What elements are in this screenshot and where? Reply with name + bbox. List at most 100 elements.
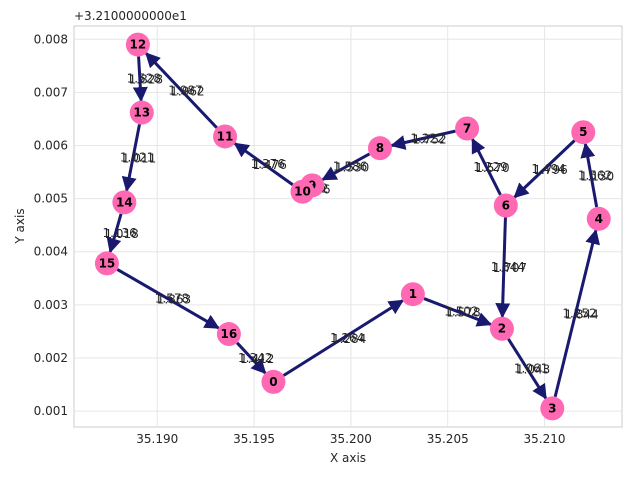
y-axis-label: Y axis bbox=[13, 208, 27, 244]
edge-weight-label: 1.502 bbox=[444, 304, 478, 318]
node-4 bbox=[586, 206, 611, 231]
edge-weight-label: 1.530 bbox=[335, 161, 369, 175]
edge-weight-label: 1.284 bbox=[332, 332, 366, 346]
y-tick-label: 0.006 bbox=[34, 139, 68, 153]
node-2 bbox=[489, 316, 514, 341]
edge-weight-label: 1.844 bbox=[564, 308, 598, 322]
y-tick-label: 0.001 bbox=[34, 404, 68, 418]
node-15 bbox=[94, 251, 119, 276]
y-tick-label: 0.003 bbox=[34, 298, 68, 312]
node-label: 6 bbox=[502, 199, 510, 213]
node-label: 8 bbox=[376, 141, 384, 155]
x-tick-label: 35.195 bbox=[233, 432, 275, 446]
edge-13-14 bbox=[121, 124, 141, 193]
edge-weight-label: 1.021 bbox=[120, 150, 154, 164]
node-3 bbox=[540, 396, 565, 421]
y-tick-label: 0.008 bbox=[34, 32, 68, 46]
edge-labels: 1.2641.2841.5021.5781.0611.0431.2521.844… bbox=[102, 72, 614, 377]
edge-10-11 bbox=[233, 142, 294, 186]
edge-weight-label: 1.130 bbox=[580, 170, 614, 184]
edge-2-3 bbox=[507, 338, 548, 400]
node-label: 1 bbox=[409, 287, 417, 301]
x-tick-label: 35.200 bbox=[330, 432, 372, 446]
edge-weight-label: 1.412 bbox=[240, 352, 274, 366]
node-14 bbox=[112, 190, 137, 215]
node-1 bbox=[400, 282, 425, 307]
node-13 bbox=[129, 100, 154, 125]
node-7 bbox=[455, 116, 480, 141]
y-tick-label: 0.002 bbox=[34, 351, 68, 365]
edge-14-15 bbox=[106, 213, 123, 254]
edge-weight-label: 1.344 bbox=[491, 260, 525, 274]
edge-7-8 bbox=[390, 129, 456, 150]
edge-weight-label: 1.987 bbox=[168, 84, 202, 98]
edge-weight-label: 1.962 bbox=[170, 85, 204, 99]
edge-weight-label: 1.342 bbox=[238, 351, 272, 365]
y-tick-label: 0.005 bbox=[34, 192, 68, 206]
node-label: 0 bbox=[269, 375, 277, 389]
x-tick-label: 35.190 bbox=[136, 432, 178, 446]
edge-weight-label: 1.578 bbox=[446, 305, 480, 319]
edges bbox=[106, 52, 600, 400]
edge-weight-label: 1.528 bbox=[127, 72, 161, 86]
x-tick-label: 35.210 bbox=[524, 432, 566, 446]
node-10 bbox=[290, 179, 315, 204]
node-label: 3 bbox=[548, 401, 556, 415]
edge-8-9 bbox=[321, 152, 371, 181]
x-axis-ticks: 35.190 35.195 35.200 35.205 35.210 bbox=[136, 432, 565, 446]
edge-weight-label: 1.011 bbox=[122, 151, 156, 165]
grid bbox=[74, 26, 622, 427]
edge-6-7 bbox=[471, 137, 502, 196]
edge-weight-label: 1.376 bbox=[251, 157, 285, 171]
edge-weight-label: 1.136 bbox=[102, 226, 136, 240]
edge-weight-label: 1.570 bbox=[475, 161, 509, 175]
edge-weight-label: 1.707 bbox=[493, 261, 527, 275]
edge-weight-label: 1.494 bbox=[531, 162, 565, 176]
node-label: 4 bbox=[595, 212, 603, 226]
node-label: 11 bbox=[217, 129, 234, 143]
y-offset-label: +3.2100000000e1 bbox=[74, 9, 187, 23]
node-0 bbox=[261, 369, 286, 394]
edge-weight-label: 1.222 bbox=[410, 131, 444, 145]
edge-0-1 bbox=[282, 299, 404, 377]
node-label: 7 bbox=[463, 122, 471, 136]
edge-weight-label: 1.863 bbox=[157, 293, 191, 307]
edge-weight-label: 1.828 bbox=[129, 73, 163, 87]
y-tick-label: 0.004 bbox=[34, 245, 68, 259]
x-axis-label: X axis bbox=[330, 451, 366, 465]
edge-weight-label: 1.018 bbox=[104, 227, 138, 241]
edge-weight-label: 1.264 bbox=[330, 331, 364, 345]
node-label: 14 bbox=[116, 195, 133, 209]
edge-6-2 bbox=[495, 217, 511, 319]
edge-3-4 bbox=[553, 228, 600, 398]
node-label: 10 bbox=[294, 185, 311, 199]
edge-weight-label: 1.061 bbox=[514, 362, 548, 376]
node-12 bbox=[125, 32, 150, 57]
edge-weight-label: 1.252 bbox=[562, 307, 596, 321]
node-6 bbox=[493, 193, 518, 218]
edge-weight-label: 1.578 bbox=[155, 292, 189, 306]
edge-weight-label: 1.476 bbox=[253, 158, 287, 172]
edge-5-6 bbox=[513, 139, 576, 199]
edge-weight-label: 1.586 bbox=[333, 160, 367, 174]
edge-weight-label: 1.796 bbox=[533, 163, 567, 177]
edge-16-0 bbox=[235, 341, 267, 375]
edge-1-2 bbox=[423, 297, 493, 327]
y-axis-ticks: 0.001 0.002 0.003 0.004 0.005 0.006 0.007 0.008 bbox=[34, 32, 68, 418]
node-5 bbox=[571, 120, 596, 145]
node-label: 15 bbox=[99, 256, 116, 270]
edge-weight-label: 1.752 bbox=[412, 132, 446, 146]
nodes: 012345678910111213141516 bbox=[94, 32, 611, 421]
edge-weight-label: 1.043 bbox=[516, 363, 550, 377]
node-label: 13 bbox=[133, 106, 150, 120]
node-label: 2 bbox=[498, 322, 506, 336]
node-11 bbox=[213, 124, 238, 149]
edge-11-12 bbox=[145, 52, 218, 129]
edge-weight-label: 1.229 bbox=[473, 160, 507, 174]
node-label: 16 bbox=[221, 327, 238, 341]
edge-15-16 bbox=[116, 268, 220, 330]
edge-12-13 bbox=[132, 56, 148, 103]
edge-4-5 bbox=[580, 142, 599, 208]
node-16 bbox=[216, 322, 241, 347]
